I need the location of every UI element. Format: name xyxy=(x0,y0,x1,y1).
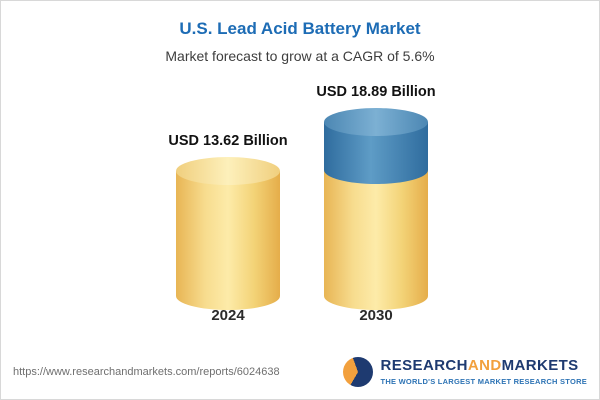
report-url-link[interactable]: https://www.researchandmarkets.com/repor… xyxy=(13,366,280,378)
logo-word-markets: MARKETS xyxy=(501,357,579,375)
logo-text: RESEARCHANDMARKETS THE WORLD'S LARGEST M… xyxy=(381,358,587,386)
cylinder-top xyxy=(176,157,280,185)
cylinder-body-yellow xyxy=(176,171,280,296)
logo-tagline: THE WORLD'S LARGEST MARKET RESEARCH STOR… xyxy=(380,376,587,386)
logo-word-and: AND xyxy=(467,357,502,375)
bar-2030-value-label: USD 18.89 Billion xyxy=(316,84,436,100)
globe-logo-icon xyxy=(342,357,373,387)
cylinder-blue-segment-top xyxy=(324,108,428,136)
chart-subtitle: Market forecast to grow at a CAGR of 5.6… xyxy=(165,48,435,64)
logo-word-research: RESEARCH xyxy=(380,357,468,375)
chart-title: U.S. Lead Acid Battery Market xyxy=(179,19,421,38)
bar-2024-value-label: USD 13.62 Billion xyxy=(168,133,288,149)
footer: https://www.researchandmarkets.com/repor… xyxy=(1,353,599,399)
research-and-markets-logo[interactable]: RESEARCHANDMARKETS THE WORLD'S LARGEST M… xyxy=(342,357,587,387)
axis-label-2030: 2030 xyxy=(359,307,393,324)
logo-wordmark: RESEARCHANDMARKETS xyxy=(381,358,587,375)
cylinder-bar-chart: USD 13.62 Billion 2024 USD 18.89 Billion… xyxy=(1,68,599,326)
axis-label-2024: 2024 xyxy=(211,307,245,324)
